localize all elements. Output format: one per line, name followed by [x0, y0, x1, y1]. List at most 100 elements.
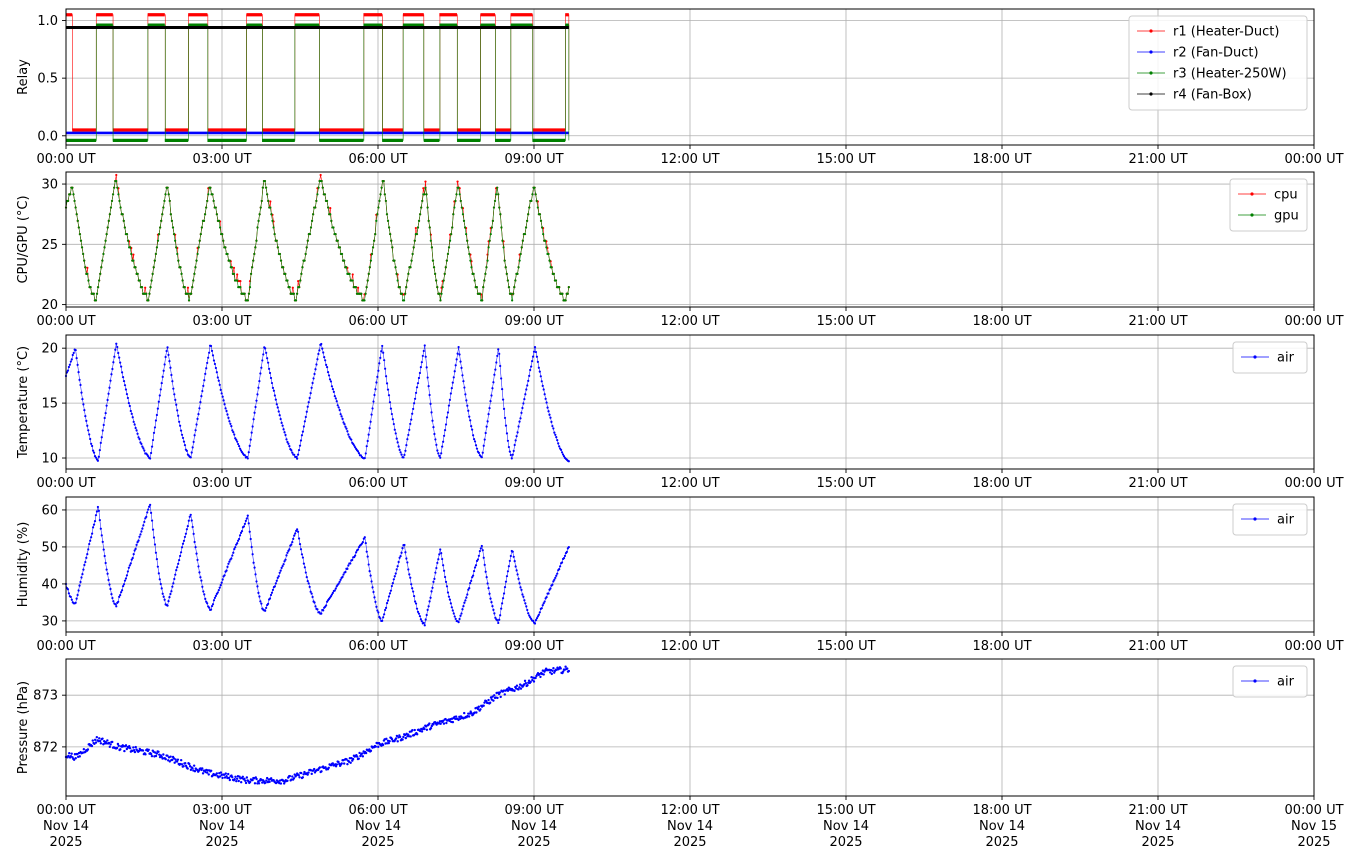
y-tick-label: 30	[41, 614, 58, 629]
data-point	[331, 762, 335, 765]
data-point	[95, 735, 99, 739]
data-point	[388, 739, 391, 743]
y-tick-label: 60	[41, 503, 58, 518]
data-point	[463, 226, 467, 229]
data-point	[69, 193, 72, 196]
data-point	[126, 239, 130, 242]
data-point	[113, 186, 116, 189]
data-point	[299, 279, 302, 282]
data-point	[257, 782, 261, 785]
data-point	[535, 199, 538, 203]
data-point	[111, 193, 115, 196]
data-point	[219, 771, 223, 774]
data-point	[218, 226, 222, 229]
data-point	[419, 213, 422, 216]
data-point	[455, 193, 458, 196]
data-point	[450, 232, 453, 236]
data-point	[68, 751, 71, 755]
data-point	[260, 199, 263, 203]
data-point	[214, 206, 217, 209]
data-point	[414, 226, 417, 230]
data-point	[80, 246, 84, 249]
data-point	[123, 226, 126, 229]
series-line	[66, 24, 570, 141]
data-point	[442, 722, 446, 725]
data-point	[74, 757, 77, 760]
data-point	[435, 723, 438, 726]
data-point	[477, 705, 481, 708]
data-point	[554, 279, 558, 282]
data-point	[451, 720, 455, 724]
x-tick-label: Nov 14	[511, 819, 557, 834]
legend-label: air	[1277, 675, 1295, 690]
data-point	[155, 246, 159, 249]
data-point	[544, 239, 547, 242]
data-point	[117, 193, 120, 196]
data-point	[534, 193, 537, 196]
data-point	[395, 272, 398, 275]
data-point	[186, 767, 189, 770]
data-point	[162, 206, 165, 209]
data-point	[453, 206, 456, 209]
data-point	[74, 206, 77, 209]
data-point	[226, 252, 229, 256]
data-point	[384, 199, 387, 203]
x-tick-label: 12:00 UT	[660, 639, 719, 654]
data-point	[248, 780, 252, 784]
data-point	[306, 773, 309, 776]
data-point	[430, 246, 433, 249]
x-tick-label: 2025	[673, 835, 706, 850]
x-tick-label: 15:00 UT	[816, 476, 875, 491]
data-point	[523, 232, 527, 236]
x-tick-label: 00:00 UT	[1284, 639, 1343, 654]
data-point	[559, 667, 562, 670]
data-point	[443, 272, 446, 275]
data-point	[83, 259, 86, 262]
data-point	[334, 765, 338, 768]
data-point	[108, 213, 111, 216]
data-point	[110, 199, 114, 203]
data-point	[425, 728, 429, 731]
data-point	[292, 777, 296, 780]
x-tick-label: 00:00 UT	[36, 314, 95, 329]
data-point	[496, 186, 499, 189]
data-point	[201, 767, 204, 770]
data-point	[315, 199, 318, 203]
data-point	[444, 717, 447, 721]
data-point	[517, 266, 520, 269]
data-point	[530, 199, 533, 203]
data-point	[420, 730, 424, 733]
data-point	[374, 745, 378, 748]
data-point	[234, 775, 237, 778]
data-point	[266, 193, 269, 196]
y-axis-label: Relay	[16, 59, 31, 95]
data-point	[428, 722, 431, 725]
data-point	[404, 292, 407, 295]
data-point	[527, 213, 530, 216]
data-point	[288, 286, 291, 289]
data-point	[145, 292, 148, 295]
data-point	[383, 193, 386, 196]
data-point	[316, 193, 319, 196]
data-point	[236, 279, 239, 282]
data-point	[462, 219, 466, 222]
data-point	[125, 232, 129, 236]
data-point	[102, 252, 105, 256]
data-point	[521, 239, 524, 242]
data-point	[558, 286, 561, 289]
data-point	[496, 696, 499, 700]
data-point	[264, 186, 268, 189]
legend: air	[1232, 665, 1308, 698]
data-point	[536, 206, 539, 209]
data-point	[475, 711, 478, 714]
data-point	[247, 292, 251, 295]
data-point	[413, 728, 416, 732]
data-point	[309, 226, 313, 229]
data-point	[128, 746, 132, 750]
data-point	[394, 737, 398, 740]
x-tick-label: 2025	[829, 835, 862, 850]
data-point	[429, 239, 432, 242]
data-point	[177, 259, 180, 262]
data-point	[157, 232, 161, 236]
data-point	[227, 776, 231, 780]
